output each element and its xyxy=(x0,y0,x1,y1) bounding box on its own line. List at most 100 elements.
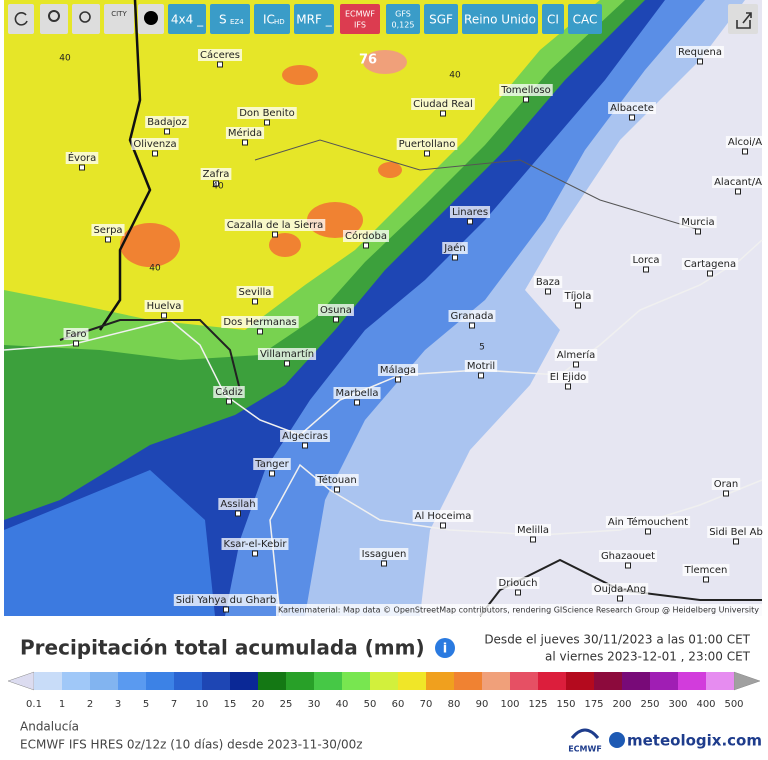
model-button[interactable] xyxy=(340,4,380,34)
place-label-bg xyxy=(237,107,297,119)
place-marker xyxy=(625,562,631,569)
place-label-bg xyxy=(200,168,232,180)
place-label-bg xyxy=(496,577,540,589)
place-label-bg xyxy=(173,594,279,606)
legend-swatch xyxy=(314,672,342,690)
place-marker xyxy=(523,96,529,103)
share-button[interactable] xyxy=(728,4,758,34)
place-label-bg xyxy=(499,84,553,96)
place-label-bg xyxy=(396,138,458,150)
locate-button[interactable] xyxy=(40,4,68,34)
refresh-button[interactable] xyxy=(8,4,34,34)
legend-swatch xyxy=(678,672,706,690)
place-marker xyxy=(703,576,709,583)
place-label: Melilla xyxy=(517,525,549,536)
model-button[interactable] xyxy=(542,4,564,34)
place: Badajoz xyxy=(145,116,189,135)
button-label: Reino Unido xyxy=(464,13,536,27)
model-button[interactable] xyxy=(568,4,602,34)
legend-label: 1 xyxy=(59,699,65,710)
place: Sidi Yahya du Gharb xyxy=(173,594,279,613)
place-label: Cazalla de la Sierra xyxy=(227,220,324,231)
place-label: Oran xyxy=(714,479,738,490)
place-marker xyxy=(469,322,475,329)
place-label: Sevilla xyxy=(239,287,272,298)
place: Marbella xyxy=(333,387,381,406)
button-label: IC xyxy=(263,13,275,27)
place-label: El Ejido xyxy=(550,372,587,383)
model-button[interactable] xyxy=(254,4,290,34)
legend-label: 50 xyxy=(364,699,377,710)
place-label: Murcia xyxy=(681,217,714,228)
button-label: S xyxy=(219,13,227,27)
place-marker xyxy=(284,360,290,367)
pin-icon xyxy=(48,10,60,22)
place-marker xyxy=(252,550,258,557)
precip-blob xyxy=(120,223,180,267)
place-label-bg xyxy=(225,127,265,139)
place-marker xyxy=(643,266,649,273)
button-label: SGF xyxy=(429,13,453,27)
model-button[interactable] xyxy=(462,4,538,34)
place-marker xyxy=(742,148,748,155)
model-button[interactable] xyxy=(294,4,334,34)
place-label-bg xyxy=(318,304,354,316)
legend-swatch xyxy=(538,672,566,690)
place-label: Cádiz xyxy=(215,386,243,398)
place-marker xyxy=(333,316,339,323)
place-label: Ghazaouet xyxy=(601,551,655,562)
legend-swatch xyxy=(706,672,734,690)
place-marker xyxy=(440,110,446,117)
place-marker xyxy=(478,372,484,379)
place-marker xyxy=(735,188,741,195)
place-label-bg xyxy=(333,387,381,399)
place-marker xyxy=(363,242,369,249)
info-button[interactable] xyxy=(435,638,455,658)
place-label: Linares xyxy=(452,207,488,218)
place-label-bg xyxy=(257,348,317,360)
legend-swatch xyxy=(650,672,678,690)
place-marker xyxy=(161,312,167,319)
legend-label: 500 xyxy=(724,699,743,710)
legend-swatch xyxy=(510,672,538,690)
place-label-bg xyxy=(562,290,594,302)
model-button[interactable] xyxy=(424,4,458,34)
legend-label: 5 xyxy=(143,699,149,710)
place: Mérida xyxy=(225,127,265,146)
model-button[interactable] xyxy=(168,4,206,34)
model: ECMWF IFS HRES 0z/12z (10 días) desde 20… xyxy=(20,738,363,752)
place-label-bg xyxy=(63,328,89,340)
brand: meteologix.com xyxy=(627,732,762,750)
place: Alacant/A xyxy=(712,176,764,195)
place-label-bg xyxy=(343,230,389,242)
place-label: Granada xyxy=(451,311,494,322)
button-label: ECMWF xyxy=(345,10,375,19)
place-label-bg xyxy=(213,386,245,398)
place-marker xyxy=(617,595,623,602)
place-label-bg xyxy=(547,371,589,383)
place-label: Jaén xyxy=(443,242,466,254)
place-marker xyxy=(573,361,579,368)
contour-label: 40 xyxy=(212,182,224,192)
toolbar: CITY 4x4 _ S EZ4 IC HD MRF _ ECMWF IFS GFS 0,125 S… xyxy=(8,4,758,34)
place-label-bg xyxy=(131,138,179,150)
place-label-bg xyxy=(65,152,99,164)
city-button[interactable] xyxy=(104,4,134,34)
place-label-bg xyxy=(679,216,717,228)
place-marker xyxy=(645,528,651,535)
place-label-bg xyxy=(411,98,475,110)
place: Osuna xyxy=(318,304,354,323)
button-sublabel: HD xyxy=(274,18,285,26)
place-label: Málaga xyxy=(380,364,416,376)
zoom-button[interactable] xyxy=(72,4,100,34)
legend-swatch xyxy=(398,672,426,690)
place: Tlemcen xyxy=(682,564,730,583)
model-button[interactable] xyxy=(210,4,250,34)
button-label: CI xyxy=(547,13,559,27)
place: Tanger xyxy=(253,458,291,477)
model-button[interactable] xyxy=(386,4,420,34)
place: Tétouan xyxy=(315,474,359,493)
place-label-bg xyxy=(608,102,656,114)
legend-swatch xyxy=(426,672,454,690)
place: Motril xyxy=(464,360,498,379)
